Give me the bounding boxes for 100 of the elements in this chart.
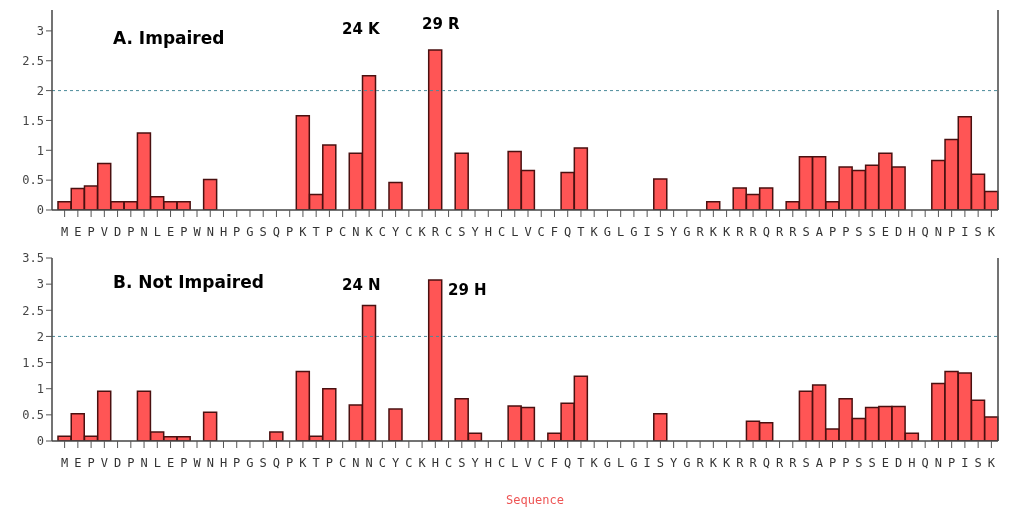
x-tick-label: Y [391, 224, 400, 239]
x-tick-label: C [444, 455, 453, 470]
x-tick-label: N [140, 224, 148, 239]
x-tick-label: L [153, 455, 161, 470]
x-tick-label: R [775, 455, 784, 470]
x-tick-label: G [603, 455, 612, 470]
x-tick-label: V [524, 224, 532, 239]
x-tick-label: K [590, 224, 599, 239]
x-tick-label: I [961, 224, 969, 239]
x-tick-label: E [881, 455, 890, 470]
x-tick-label: S [855, 224, 863, 239]
x-tick-label: R [749, 224, 758, 239]
x-tick-label: S [656, 455, 665, 470]
x-tick-label: N [206, 224, 214, 239]
x-tick-label: V [100, 224, 108, 239]
x-tick-label: P [842, 224, 850, 239]
x-tick-label: K [722, 224, 731, 239]
x-tick-label: Y [670, 455, 679, 470]
x-tick-label: K [722, 455, 731, 470]
y-tick-label: 0 [36, 434, 44, 449]
y-tick-label: 1.5 [22, 355, 44, 370]
x-tick-label: R [431, 224, 440, 239]
y-tick-label: 3.5 [22, 251, 44, 266]
x-tick-label: T [312, 224, 320, 239]
x-tick-label: K [299, 224, 308, 239]
x-tick-label: P [325, 224, 334, 239]
y-tick-label: 3 [36, 24, 44, 39]
x-tick-label: I [961, 455, 969, 470]
x-tick-label: Q [272, 455, 281, 470]
x-tick-label: H [219, 455, 228, 470]
x-tick-label: R [749, 455, 758, 470]
bar [202, 178, 218, 210]
x-tick-label: H [219, 224, 228, 239]
x-tick-label: M [61, 224, 69, 239]
x-tick-label: I [643, 455, 651, 470]
y-tick-label: 0.5 [22, 408, 44, 423]
x-tick-label: L [153, 224, 161, 239]
x-tick-label: H [431, 455, 439, 470]
x-tick-label: P [286, 455, 294, 470]
bar [653, 413, 668, 441]
x-tick-label: P [948, 455, 956, 470]
x-tick-label: S [868, 455, 876, 470]
x-tick-label: P [325, 455, 334, 470]
x-tick-label: K [987, 224, 996, 239]
x-tick-label: G [246, 455, 254, 470]
x-tick-label: Y [471, 455, 480, 470]
y-tick-label: 3 [36, 277, 44, 292]
text: B. Not Impaired [113, 272, 264, 292]
x-tick-label: G [603, 224, 612, 239]
x-tick-label: Q [564, 224, 572, 239]
x-tick-label: G [630, 455, 638, 470]
bar [427, 49, 443, 210]
x-tick-label: S [458, 455, 466, 470]
x-tick-label: C [444, 224, 453, 239]
x-tick-label: N [206, 455, 214, 470]
x-tick-label: R [696, 455, 705, 470]
x-tick-label: E [166, 224, 175, 239]
x-tick-label: K [590, 455, 599, 470]
x-tick-label: S [855, 455, 863, 470]
y-tick-label: 0 [36, 203, 44, 218]
x-tick-label: G [246, 224, 254, 239]
x-tick-label: L [511, 224, 519, 239]
x-tick-label: N [352, 224, 360, 239]
x-tick-label: K [987, 455, 996, 470]
x-tick-label: M [61, 455, 69, 470]
y-tick-label: 1 [36, 381, 44, 396]
x-tick-label: P [233, 455, 241, 470]
annotation: 24 K [342, 20, 380, 38]
bar [388, 181, 403, 210]
x-tick-label: N [365, 455, 373, 470]
x-tick-label: W [193, 455, 202, 470]
x-tick-label: W [193, 224, 202, 239]
x-tick-label: C [378, 455, 386, 470]
x-tick-label: V [100, 455, 108, 470]
annotation: 24 N [342, 276, 381, 294]
x-tick-label: F [550, 224, 559, 239]
bar [427, 279, 443, 441]
x-tick-label: E [166, 455, 175, 470]
bar [269, 431, 284, 441]
x-tick-label: Q [921, 455, 929, 470]
y-tick-label: 2 [36, 329, 44, 344]
x-tick-label: C [339, 224, 347, 239]
x-tick-label: H [484, 224, 492, 239]
x-tick-label: A [815, 455, 824, 470]
x-tick-label: K [418, 455, 427, 470]
x-tick-label: P [233, 224, 241, 239]
x-tick-label: S [974, 455, 982, 470]
x-tick-label: A [815, 224, 824, 239]
x-tick-label: H [908, 224, 916, 239]
x-tick-label: Q [272, 224, 281, 239]
x-tick-label: R [736, 224, 745, 239]
x-tick-label: R [789, 224, 798, 239]
x-tick-label: N [140, 455, 148, 470]
x-tick-label: N [934, 455, 943, 470]
x-tick-label: S [802, 455, 810, 470]
x-tick-label: Y [471, 224, 480, 239]
x-tick-label: F [550, 455, 559, 470]
x-tick-label: Q [921, 224, 929, 239]
x-tick-label: P [87, 455, 95, 470]
x-tick-label: N [934, 224, 943, 239]
